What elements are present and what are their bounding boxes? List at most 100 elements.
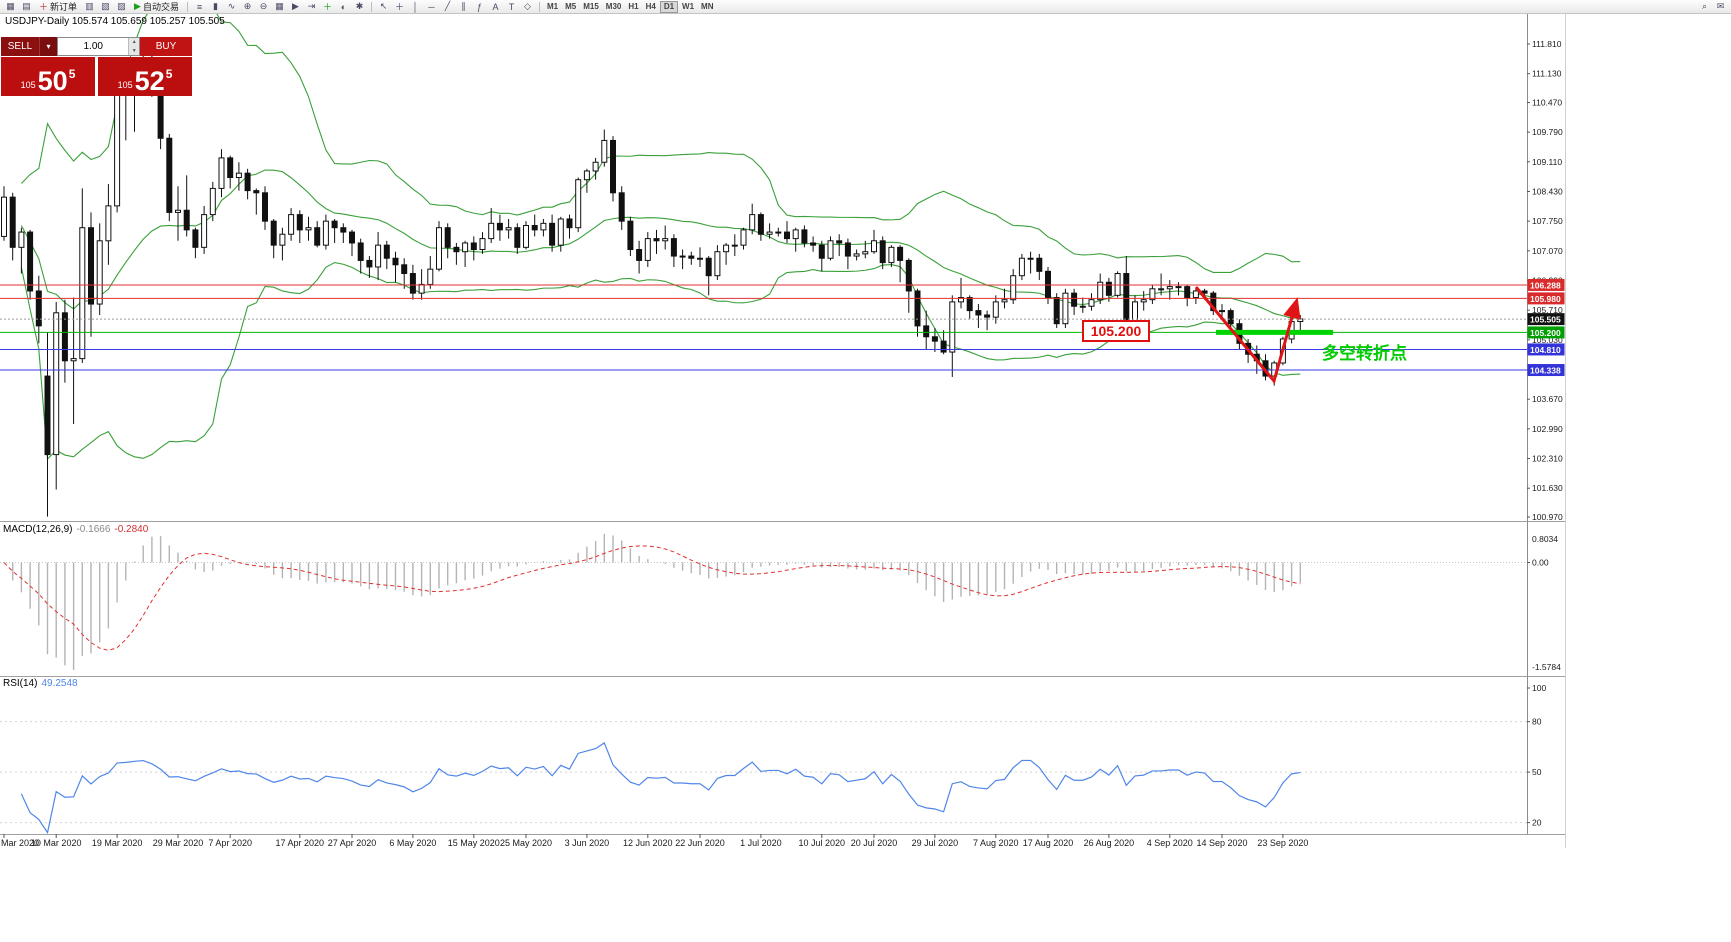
svg-text:10 Mar 2020: 10 Mar 2020: [31, 838, 82, 848]
cursor-icon[interactable]: ↖: [379, 1, 388, 11]
svg-text:17 Apr 2020: 17 Apr 2020: [276, 838, 325, 848]
svg-text:22 Jun 2020: 22 Jun 2020: [675, 838, 725, 848]
new-order-button[interactable]: ＋新订单: [35, 1, 81, 13]
svg-text:4 Sep 2020: 4 Sep 2020: [1147, 838, 1193, 848]
price-lines[interactable]: [0, 284, 1527, 371]
svg-text:25 May 2020: 25 May 2020: [500, 838, 552, 848]
templates-icon[interactable]: ✱: [355, 1, 364, 11]
chart-profiles-icon[interactable]: ▤: [22, 1, 31, 11]
price-axis[interactable]: 111.810 111.130 110.470 109.790 109.110 108.4…: [1527, 39, 1565, 522]
chart-shift-icon[interactable]: ⇥: [307, 1, 316, 11]
rsi-value: 49.2548: [41, 678, 78, 689]
buy-price-big: 52: [134, 66, 165, 97]
svg-text:23 Sep 2020: 23 Sep 2020: [1257, 838, 1308, 848]
equidistant-channel-icon[interactable]: ∥: [461, 1, 466, 11]
timeframe-m30-button[interactable]: M30: [605, 1, 622, 11]
price-callout-box[interactable]: [1082, 320, 1150, 342]
timeframe-m1-button[interactable]: M1: [546, 1, 559, 11]
line-chart-icon[interactable]: ∿: [227, 1, 236, 11]
vertical-line-icon[interactable]: │: [412, 1, 419, 12]
macd-main-value: -0.1666: [76, 524, 111, 535]
arrows-icon[interactable]: ◇: [524, 1, 531, 11]
volume-field: ▲ ▼: [57, 37, 140, 56]
trendline-icon[interactable]: ╱: [444, 1, 451, 11]
auto-scroll-icon[interactable]: ▶: [292, 1, 299, 11]
horizontal-line-icon[interactable]: ─: [428, 1, 435, 12]
volume-down-button[interactable]: ▼: [131, 47, 137, 54]
tile-windows-icon[interactable]: ▦: [275, 1, 284, 11]
timeframe-w1-button[interactable]: W1: [682, 1, 695, 11]
toolbar-separator: [370, 1, 372, 12]
svg-text:7 Apr 2020: 7 Apr 2020: [208, 838, 252, 848]
svg-text:0.00: 0.00: [1532, 557, 1549, 567]
new-order-button-icon: ＋: [39, 2, 49, 12]
svg-text:6 May 2020: 6 May 2020: [389, 838, 436, 848]
svg-text:50: 50: [1532, 767, 1542, 777]
timeframe-mn-button[interactable]: MN: [701, 1, 714, 11]
sell-price-prefix: 105: [20, 80, 36, 90]
chat-icon[interactable]: ✉: [1716, 1, 1725, 11]
timeframe-m5-button[interactable]: M5: [565, 1, 577, 11]
text-label-icon[interactable]: T: [508, 1, 515, 12]
svg-text:105.980: 105.980: [1530, 294, 1561, 304]
svg-text:14 Sep 2020: 14 Sep 2020: [1196, 838, 1247, 848]
svg-text:104.338: 104.338: [1530, 366, 1561, 376]
one-click-trading-panel: SELL ▾ ▲ ▼ BUY 105 50 5 105 52 5: [1, 37, 192, 96]
new-chart-icon[interactable]: ▦: [6, 1, 15, 11]
volume-up-button[interactable]: ▲: [131, 39, 137, 45]
timeframe-m15-button[interactable]: M15: [583, 1, 599, 11]
navigator-icon[interactable]: ▨: [117, 1, 126, 11]
sell-button[interactable]: SELL: [1, 37, 39, 56]
crosshair-icon[interactable]: ＋: [394, 2, 404, 12]
auto-trading-button-label: 自动交易: [142, 2, 179, 12]
timeframe-h1-button[interactable]: H1: [628, 1, 639, 11]
svg-text:27 Apr 2020: 27 Apr 2020: [328, 838, 377, 848]
turning-point-label: 多空转折点: [1322, 343, 1407, 363]
zoom-out-icon[interactable]: ⊖: [259, 1, 268, 11]
macd-label: MACD(12,26,9): [3, 524, 73, 535]
chart-plot-area[interactable]: [0, 14, 1527, 834]
periods-icon[interactable]: ◐: [340, 1, 347, 12]
svg-text:107.750: 107.750: [1532, 216, 1563, 226]
sell-price-sup: 5: [68, 67, 76, 81]
timeframe-h4-button[interactable]: H4: [645, 1, 656, 11]
svg-text:20: 20: [1532, 818, 1542, 828]
zoom-in-icon[interactable]: ⊕: [243, 1, 252, 11]
volume-spinner: ▲ ▼: [128, 38, 139, 55]
svg-text:80: 80: [1532, 717, 1542, 727]
svg-text:101.630: 101.630: [1532, 483, 1563, 493]
svg-text:100.970: 100.970: [1532, 512, 1563, 522]
market-watch-icon[interactable]: ▥: [85, 1, 94, 11]
candlestick-chart-icon[interactable]: ▮: [212, 1, 218, 11]
svg-text:0.8034: 0.8034: [1532, 534, 1558, 544]
svg-text:106.288: 106.288: [1530, 280, 1561, 290]
svg-text:108.430: 108.430: [1532, 186, 1563, 196]
rsi-panel: [0, 721, 1527, 835]
buy-button[interactable]: BUY: [140, 37, 192, 56]
indicators-icon[interactable]: ＋: [322, 2, 332, 12]
rsi-header: RSI(14) 49.2548: [3, 678, 78, 689]
text-icon[interactable]: A: [492, 1, 499, 12]
buy-price-prefix: 105: [117, 80, 133, 90]
sell-price-button[interactable]: 105 50 5: [1, 57, 95, 96]
svg-text:105.030: 105.030: [1532, 335, 1563, 345]
volume-input[interactable]: [58, 38, 129, 55]
search-icon[interactable]: ⌕: [1701, 1, 1708, 11]
buy-price-sup: 5: [165, 67, 173, 81]
svg-text:105.710: 105.710: [1532, 305, 1563, 315]
buy-price-button[interactable]: 105 52 5: [98, 57, 192, 96]
zigzag-annotation[interactable]: [1194, 286, 1301, 385]
timeframe-d1-button[interactable]: D1: [659, 0, 679, 13]
auto-trading-button[interactable]: ▶ 自动交易: [130, 1, 183, 13]
macd-signal-value: -0.2840: [114, 524, 149, 535]
svg-text:102.990: 102.990: [1532, 424, 1563, 434]
macd-panel: [0, 534, 1527, 670]
svg-text:19 Mar 2020: 19 Mar 2020: [92, 838, 143, 848]
data-window-icon[interactable]: ▧: [101, 1, 110, 11]
svg-text:105.200: 105.200: [1530, 328, 1561, 338]
order-type-dropdown[interactable]: ▾: [39, 37, 57, 56]
bar-chart-icon[interactable]: ≡: [196, 1, 203, 12]
fibonacci-icon[interactable]: ƒ: [476, 1, 482, 12]
